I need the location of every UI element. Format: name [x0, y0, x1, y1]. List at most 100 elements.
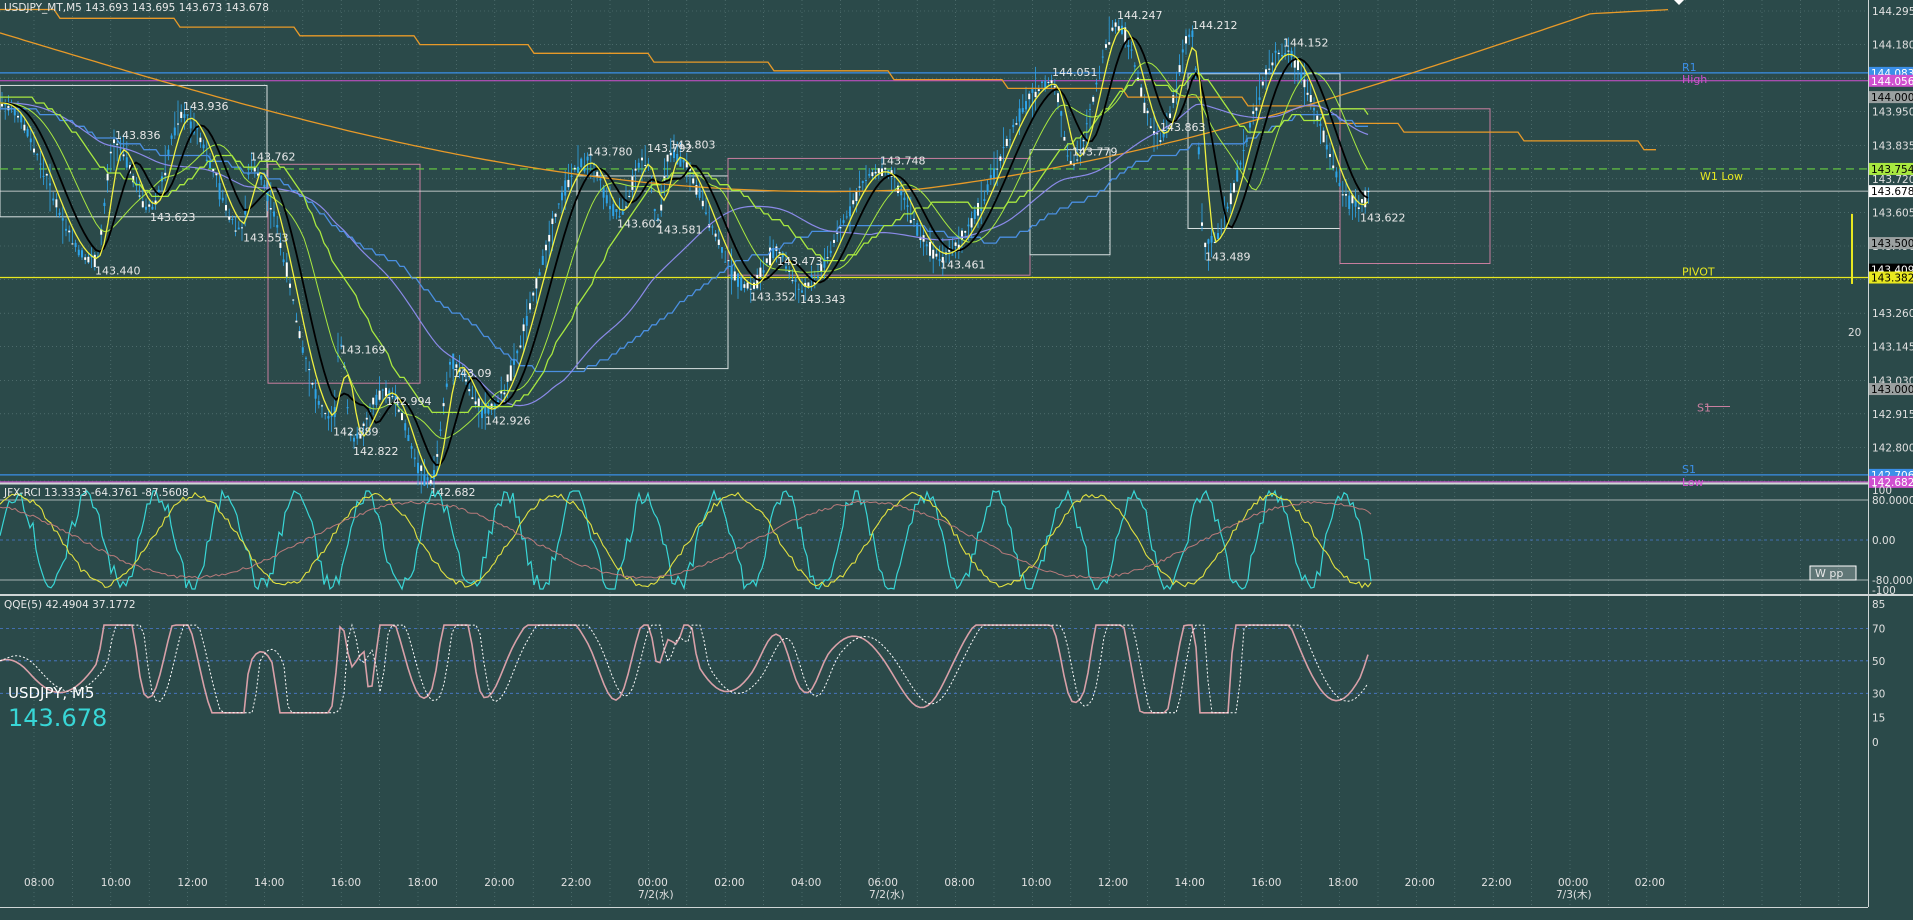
candle-body [900, 188, 903, 196]
price-annotation: 143.473 [777, 255, 823, 268]
candle-body [1354, 199, 1357, 207]
candle-body [586, 156, 589, 161]
candle-body [119, 148, 122, 150]
candle-body [180, 111, 183, 119]
candle-body [916, 223, 919, 236]
price-tick-label: 143.835 [1872, 140, 1913, 152]
candle-body [925, 244, 928, 247]
candle-body [209, 161, 211, 169]
candle-body [1095, 82, 1098, 85]
candle-body [765, 258, 768, 263]
candle-body [417, 462, 419, 474]
time-axis: 08:00 10:00 12:00 14:00 16:00 18:00 20:00 22:00… [24, 877, 1665, 901]
candle-body [103, 202, 106, 207]
candle-body [810, 275, 813, 281]
candle-body [141, 201, 144, 208]
candle-body [81, 250, 83, 258]
level-label: R1 [1682, 61, 1697, 74]
main-chart-header: USDJPY_MT,M5 143.693 143.695 143.673 143… [4, 2, 269, 14]
candle-body [929, 242, 931, 256]
price-tag-bg [1869, 237, 1913, 250]
candle-body [1185, 36, 1187, 44]
candle-body [189, 121, 192, 129]
price-tick-label: 143.260 [1872, 308, 1913, 320]
candle-body [353, 437, 355, 442]
price-annotation: 143.762 [250, 151, 296, 164]
candle-body [1159, 140, 1162, 142]
candle-body [989, 175, 992, 179]
time-tick-label: 06:00 [868, 877, 898, 889]
candle-body [77, 249, 80, 256]
candle-body [1085, 123, 1088, 125]
candle-body [29, 138, 32, 143]
level-label: Low [1682, 476, 1704, 489]
candle-body [580, 158, 583, 168]
candle-body [474, 401, 477, 405]
date-label: 7/2(水) [638, 889, 674, 901]
time-tick-label: 10:00 [101, 877, 131, 889]
rci-tick-label: -100 [1872, 585, 1896, 597]
candle-body [1281, 55, 1283, 57]
candle-body [202, 144, 205, 149]
candle-body [861, 181, 864, 183]
candle-body [1021, 108, 1024, 113]
qqe-panel[interactable] [0, 597, 1868, 907]
candle-body [1133, 65, 1136, 67]
candle-body [1076, 159, 1079, 161]
candle-body [362, 423, 365, 426]
candle-body [1357, 207, 1360, 210]
rci-mid-line [0, 491, 1372, 589]
candle-body [58, 212, 61, 215]
qqe-lines [0, 623, 1369, 714]
price-annotation: 143.836 [115, 129, 161, 142]
candle-body [666, 154, 669, 162]
candle-body [324, 413, 327, 415]
ma-purple [0, 102, 1369, 407]
candle-body [1287, 50, 1290, 52]
candle-body [605, 195, 608, 204]
candle-body [669, 152, 672, 156]
price-annotation: 143.09 [453, 367, 492, 380]
candle-body [1306, 92, 1309, 95]
candle-body [919, 236, 922, 241]
candle-body [1057, 93, 1059, 103]
candle-body [1034, 91, 1037, 98]
candle-body [679, 157, 682, 167]
candle-body [823, 258, 826, 268]
candle-body [682, 159, 685, 163]
price-tick-label: 143.145 [1872, 342, 1913, 354]
candle-body [337, 355, 339, 357]
candle-body [612, 204, 615, 216]
candles [1, 16, 1370, 494]
price-tick-label: 143.720 [1872, 174, 1913, 186]
candle-body [13, 108, 16, 116]
candle-body [913, 218, 915, 220]
candle-body [1300, 72, 1303, 81]
time-tick-label: 00:00 [1558, 877, 1588, 889]
candle-body [756, 275, 759, 289]
candle-body [1236, 170, 1239, 182]
rci-panel[interactable] [0, 485, 1868, 593]
time-tick-label: 14:00 [1175, 877, 1205, 889]
level-label: PIVOT [1682, 266, 1715, 279]
candle-body [1069, 160, 1072, 165]
candle-body [561, 192, 563, 201]
candle-body [372, 397, 375, 405]
candle-body [170, 135, 173, 139]
candle-body [973, 209, 976, 219]
time-tick-label: 22:00 [561, 877, 591, 889]
candle-body [125, 157, 128, 168]
candle-body [1153, 131, 1155, 135]
price-tick-label: 142.915 [1872, 409, 1913, 421]
candle-body [1098, 71, 1101, 73]
candle-body [1217, 233, 1219, 239]
qqe-tick-label: 50 [1872, 656, 1885, 668]
candle-body [970, 218, 973, 228]
candle-body [1082, 139, 1085, 142]
candle-body [772, 248, 775, 258]
price-annotation: 142.994 [386, 395, 432, 408]
candle-body [1025, 101, 1027, 110]
price-annotation: 144.152 [1283, 37, 1329, 50]
candle-body [1194, 68, 1197, 70]
